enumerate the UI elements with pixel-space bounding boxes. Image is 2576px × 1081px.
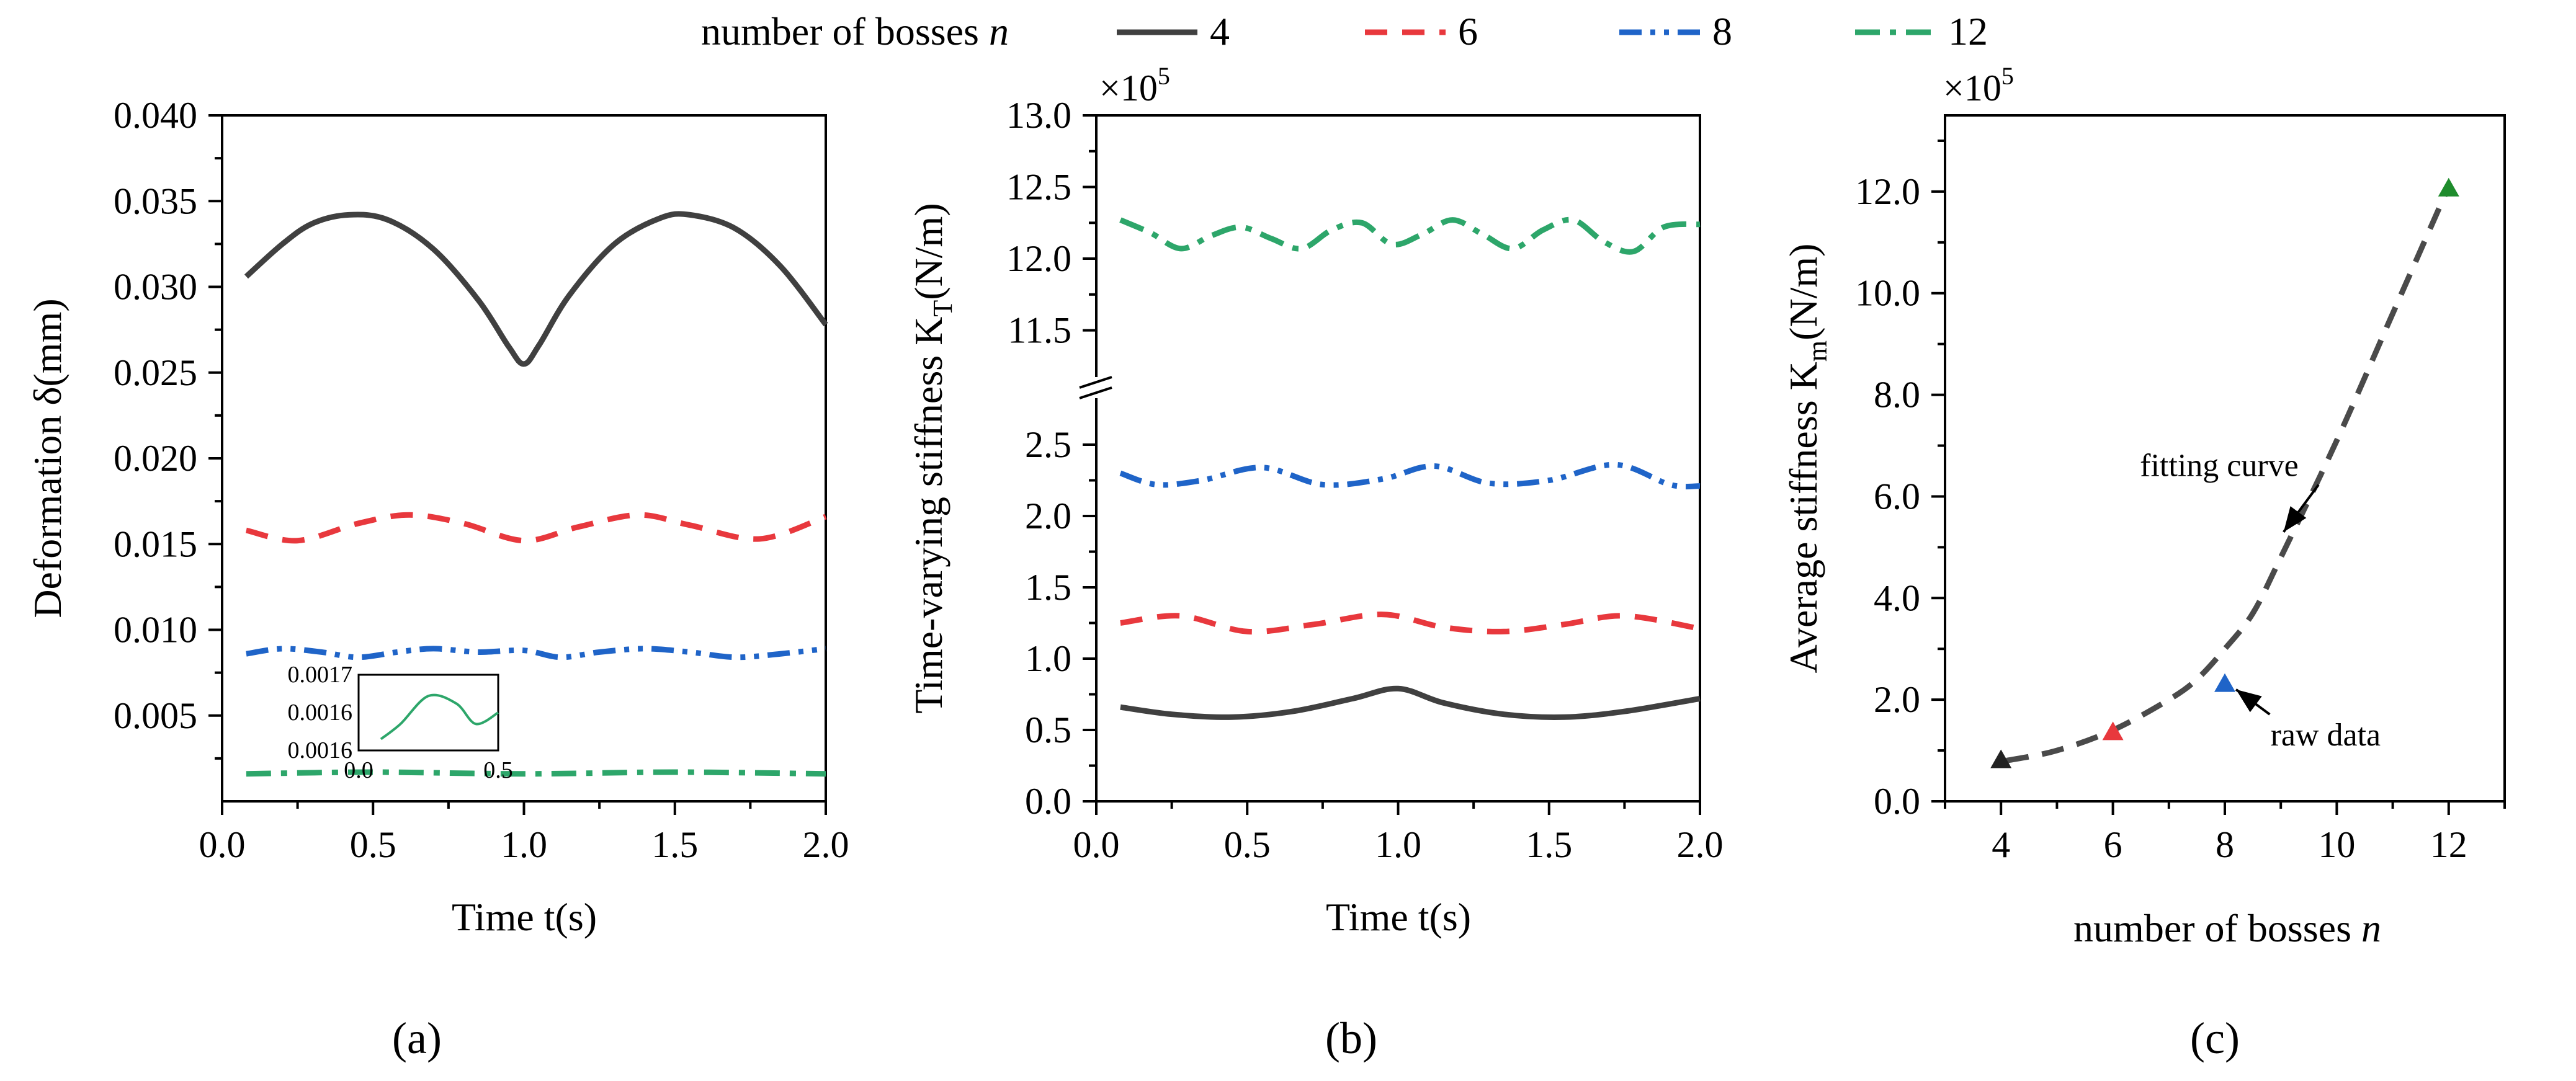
chart-c-y-tick-label: 10.0 <box>1855 273 1920 314</box>
chart-c-y-tick-label: 2.0 <box>1874 679 1920 720</box>
chart-c-point-6 <box>2102 721 2124 741</box>
chart-b-series-12 <box>1119 216 1701 255</box>
chart-a-series-12 <box>246 769 826 777</box>
chart-a-y-tick-label: 0.015 <box>114 523 197 564</box>
chart-a-y-tick-label: 0.020 <box>114 438 197 479</box>
chart-c-annotation-0: fitting curve <box>2140 448 2299 484</box>
chart-b-x-tick-label: 0.5 <box>1224 824 1271 865</box>
chart-c-point-8 <box>2214 673 2235 692</box>
chart-b-y-tick-label: 2.5 <box>1025 424 1071 465</box>
chart-c-annotation-arrow-head <box>2283 506 2307 532</box>
chart-a-x-tick-label: 1.5 <box>651 824 698 865</box>
legend-label-8: 8 <box>1712 9 1732 53</box>
chart-a-inset-x-tick-label: 0.0 <box>344 757 373 783</box>
chart-b: 0.0 0.5 1.0 1.5 2.0 0.0 0.5 1.0 1.5 2.0 2.5 11.5 12.… <box>906 62 1724 1063</box>
chart-a-x-tick-label: 0.5 <box>350 824 396 865</box>
chart-b-series-4 <box>1120 685 1701 720</box>
chart-b-y-label: Time-varying stiffness KT(N/m) <box>906 203 958 713</box>
chart-a-x-label: Time t(s) <box>452 895 597 939</box>
chart-b-y-tick-label: 12.0 <box>1006 238 1071 279</box>
chart-c-annotation-1: raw data <box>2271 718 2381 753</box>
chart-c-x-tick-label: 8 <box>2216 824 2234 865</box>
chart-c-point-4 <box>1990 749 2012 768</box>
legend: number of bosses n 4 6 8 12 <box>701 9 1988 53</box>
chart-b-y-tick-label: 2.0 <box>1025 496 1071 536</box>
legend-label-12: 12 <box>1948 9 1988 53</box>
chart-a-y-tick-label: 0.005 <box>114 695 197 736</box>
chart-a-y-tick-label: 0.035 <box>114 180 197 221</box>
chart-c-y-tick-label: 12.0 <box>1855 171 1920 212</box>
chart-c-x-label: number of bosses n <box>2073 906 2381 950</box>
chart-b-axis-break <box>1079 376 1112 399</box>
legend-title: number of bosses n <box>701 9 1009 53</box>
chart-a-inset-series <box>380 693 499 741</box>
chart-b-y-tick-label: 0.5 <box>1025 710 1071 750</box>
chart-a-inset-frame <box>357 674 499 752</box>
chart-a-x-tick-label: 1.0 <box>501 824 547 865</box>
chart-a-series-4 <box>244 211 828 367</box>
chart-c-annotation-arrow-head <box>2236 689 2262 713</box>
caption-b: (b) <box>1325 1013 1377 1063</box>
chart-c-y-tick-label: 6.0 <box>1874 476 1920 517</box>
chart-b-y-tick-label: 11.5 <box>1008 310 1071 351</box>
chart-c-multiplier: ×105 <box>1943 62 2014 109</box>
chart-a-series-8 <box>246 646 826 661</box>
chart-c-y-label: Average stiffness Km(N/m) <box>1781 243 1833 673</box>
chart-c-fitting-curve <box>2006 185 2451 763</box>
chart-a-inset: 0.0 0.5 0.0017 0.0016 0.0016 <box>288 662 513 783</box>
legend-label-6: 6 <box>1458 9 1478 53</box>
chart-b-x-tick-label: 2.0 <box>1677 824 1724 865</box>
chart-b-y-tick-label: 12.5 <box>1006 167 1071 208</box>
chart-c-x-tick-label: 6 <box>2104 824 2122 865</box>
chart-b-series-6 <box>1120 612 1701 635</box>
chart-a-inset-y-tick-label: 0.0017 <box>288 662 353 688</box>
chart-c-point-12 <box>2438 177 2459 197</box>
chart-b-x-label: Time t(s) <box>1326 895 1471 939</box>
chart-b-multiplier: ×105 <box>1099 62 1170 109</box>
chart-b-y-tick-label: 1.5 <box>1025 567 1071 608</box>
chart-b-x-tick-label: 1.0 <box>1375 824 1421 865</box>
chart-a-inset-y-tick-label: 0.0016 <box>288 700 353 726</box>
chart-b-x-tick-label: 0.0 <box>1073 824 1120 865</box>
chart-a-y-label: Deformation δ(mm) <box>25 298 69 618</box>
chart-a-inset-x-tick-label: 0.5 <box>483 757 513 783</box>
chart-a: 0.0 0.5 1.0 1.5 2.0 0.005 0.010 0.015 0.020 0.025… <box>25 95 849 1063</box>
chart-a-inset-y-tick-label: 0.0016 <box>288 737 353 763</box>
chart-c-x-tick-label: 12 <box>2430 824 2467 865</box>
chart-b-x-tick-label: 1.5 <box>1526 824 1572 865</box>
caption-a: (a) <box>392 1013 442 1063</box>
chart-a-x-tick-label: 2.0 <box>803 824 849 865</box>
chart-a-y-tick-label: 0.040 <box>114 95 197 136</box>
chart-a-series-6 <box>245 512 827 544</box>
chart-b-plot-frame <box>1095 114 1701 803</box>
legend-label-4: 4 <box>1210 9 1230 53</box>
chart-c-x-tick-label: 4 <box>1992 824 2010 865</box>
chart-a-y-tick-label: 0.030 <box>114 267 197 308</box>
chart-b-y-tick-label: 0.0 <box>1025 781 1071 822</box>
chart-a-y-tick-label: 0.010 <box>114 610 197 651</box>
chart-a-x-tick-label: 0.0 <box>199 824 246 865</box>
chart-c-y-tick-label: 0.0 <box>1874 781 1920 822</box>
chart-b-y-tick-label: 13.0 <box>1006 95 1071 136</box>
chart-a-y-tick-label: 0.025 <box>114 352 197 393</box>
caption-c: (c) <box>2190 1013 2240 1063</box>
chart-c: 4 6 8 10 12 0.0 2.0 4.0 6.0 8.0 10.0 12.0 fitting c… <box>1781 62 2506 1063</box>
chart-a-plot-frame <box>221 114 827 803</box>
chart-c-y-tick-label: 8.0 <box>1874 375 1920 416</box>
chart-c-y-tick-label: 4.0 <box>1874 577 1920 618</box>
chart-c-x-tick-label: 10 <box>2318 824 2355 865</box>
chart-b-y-tick-label: 1.0 <box>1025 638 1071 679</box>
chart-b-series-8 <box>1119 461 1701 490</box>
